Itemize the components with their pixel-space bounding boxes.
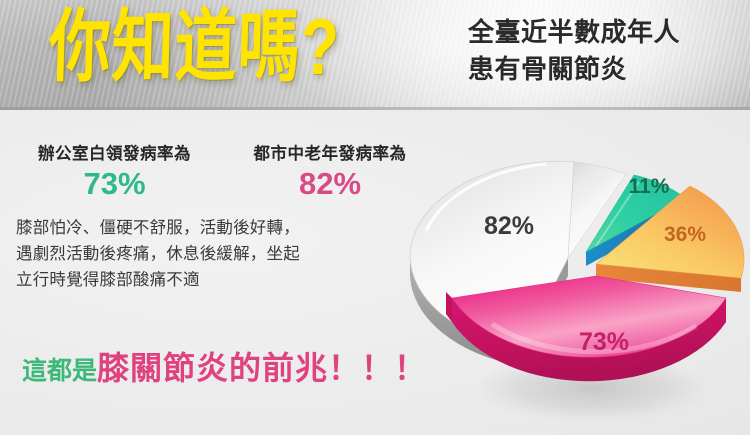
conclusion-main-text: 膝關節炎的前兆！！！	[97, 350, 428, 386]
header-subtitle-line-1: 全臺近半數成年人	[468, 17, 681, 47]
header-subtitle-line-2: 患有骨關節炎	[468, 53, 628, 84]
stat-urban-value: 82%	[298, 166, 362, 201]
conclusion-line: 這都是膝關節炎的前兆！！！	[22, 352, 427, 384]
pie-slice-73-label: 73%	[579, 328, 629, 356]
pie-slice-11: 11%	[585, 174, 686, 266]
pie-chart: 82% 11% 36%	[396, 126, 750, 426]
symptom-line-3: 立行時覺得膝部酸痛不適	[16, 271, 200, 290]
symptom-line-2: 遇劇烈活動後疼痛，休息後緩解，坐起	[16, 245, 300, 264]
conclusion-lead-text: 這都是	[22, 357, 98, 385]
stats-row: 辦公室白領發病率為 73% 都市中老年發病率為 82%	[0, 140, 430, 212]
stat-urban-elderly: 都市中老年發病率為 82%	[230, 140, 430, 202]
header-subtitle: 全臺近半數成年人 患有骨關節炎	[468, 14, 680, 88]
stat-office-value: 73%	[83, 166, 146, 201]
stat-urban-label: 都市中老年發病率為	[253, 145, 407, 163]
symptom-line-1: 膝部怕冷、僵硬不舒服，活動後好轉，	[16, 219, 300, 237]
pie-slice-36: 36%	[595, 185, 745, 292]
pie-slice-36-label: 36%	[664, 223, 706, 246]
page-headline: 你知道嗎?	[47, 3, 341, 92]
stat-office-label: 辦公室白領發病率為	[38, 145, 191, 163]
header-band	[0, 0, 750, 110]
stat-office-workers: 辦公室白領發病率為 73%	[12, 140, 217, 202]
pie-slice-82-label: 82%	[484, 212, 534, 240]
header-divider	[0, 107, 750, 110]
pie-slice-73: 73%	[446, 275, 727, 382]
symptom-description: 膝部怕冷、僵硬不舒服，活動後好轉， 遇劇烈活動後疼痛，休息後緩解，坐起 立行時覺…	[16, 215, 416, 293]
pie-slice-11-label: 11%	[629, 175, 670, 198]
pie-chart-svg: 82% 11% 36%	[409, 161, 745, 422]
header-sheen	[0, 0, 750, 110]
